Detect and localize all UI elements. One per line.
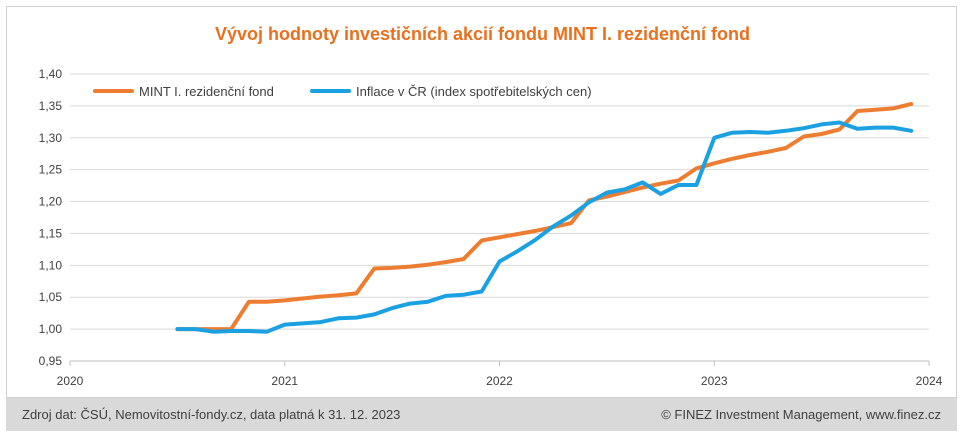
y-tick-label: 1,00 xyxy=(39,322,63,336)
x-tick-label: 2023 xyxy=(701,374,728,388)
chart-title: Vývoj hodnoty investičních akcií fondu M… xyxy=(214,24,751,44)
y-axis-ticks: 0,95 1,00 1,05 1,10 1,15 1,20 1,25 1,30 1,35 1,40 xyxy=(39,67,63,368)
legend: MINT I. rezidenční fond Inflace v ČR (ind… xyxy=(93,84,592,99)
y-tick-label: 1,25 xyxy=(39,163,63,177)
series-lines xyxy=(175,102,914,334)
x-tick-label: 2020 xyxy=(57,374,84,388)
x-tick-label: 2022 xyxy=(486,374,513,388)
y-tick-label: 1,10 xyxy=(39,258,63,272)
series-line-1 xyxy=(175,102,914,332)
y-tick-label: 1,20 xyxy=(39,195,63,209)
y-tick-label: 1,15 xyxy=(39,226,63,240)
footer-bar: Zdroj dat: ČSÚ, Nemovitostní-fondy.cz, d… xyxy=(6,398,957,431)
y-tick-label: 1,35 xyxy=(39,99,63,113)
grid-lines xyxy=(70,73,929,362)
x-tick-label: 2024 xyxy=(916,374,943,388)
y-tick-label: 1,40 xyxy=(39,67,63,81)
y-tick-label: 1,30 xyxy=(39,131,63,145)
source-note: Zdroj dat: ČSÚ, Nemovitostní-fondy.cz, d… xyxy=(22,407,401,422)
series-line-2 xyxy=(175,120,914,334)
x-axis-ticks: 2020 2021 2022 2023 2024 xyxy=(57,361,943,388)
legend-label: Inflace v ČR (index spotřebitelských cen… xyxy=(356,84,592,99)
legend-label: MINT I. rezidenční fond xyxy=(139,84,274,99)
copyright-note: © FINEZ Investment Management, www.finez… xyxy=(661,407,941,422)
x-tick-label: 2021 xyxy=(271,374,298,388)
y-tick-label: 0,95 xyxy=(39,354,63,368)
y-tick-label: 1,05 xyxy=(39,290,63,304)
